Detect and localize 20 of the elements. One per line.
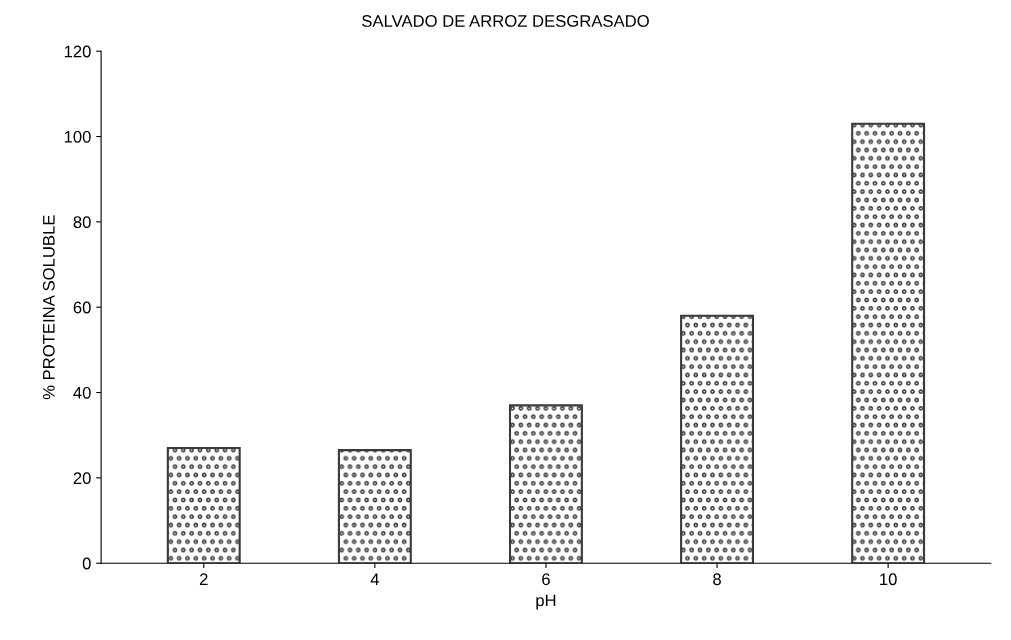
bar	[166, 446, 241, 564]
y-tick-label: 0	[82, 557, 91, 570]
x-tick-label: 2	[199, 573, 208, 585]
bar	[680, 314, 754, 564]
y-tick-label: 40	[73, 386, 91, 399]
y-tick-label: 80	[73, 216, 91, 229]
y-tick-label: 20	[73, 472, 91, 485]
chart-title: SALVADO DE ARROZ DESGRASADO	[362, 15, 649, 27]
y-tick-label: 100	[64, 130, 91, 143]
y-tick-label: 60	[73, 301, 91, 314]
x-tick-label: 8	[713, 573, 721, 586]
x-tick-label: 6	[542, 573, 550, 586]
bar	[851, 122, 926, 564]
y-tick-label: 120	[64, 45, 91, 58]
y-axis-title: % PROTEINA SOLUBLE	[42, 215, 55, 400]
x-tick-label: 10	[880, 573, 897, 586]
x-tick-label: 4	[370, 573, 379, 585]
bar	[337, 449, 412, 564]
x-axis-title: pH	[536, 594, 556, 610]
bar	[508, 404, 583, 564]
